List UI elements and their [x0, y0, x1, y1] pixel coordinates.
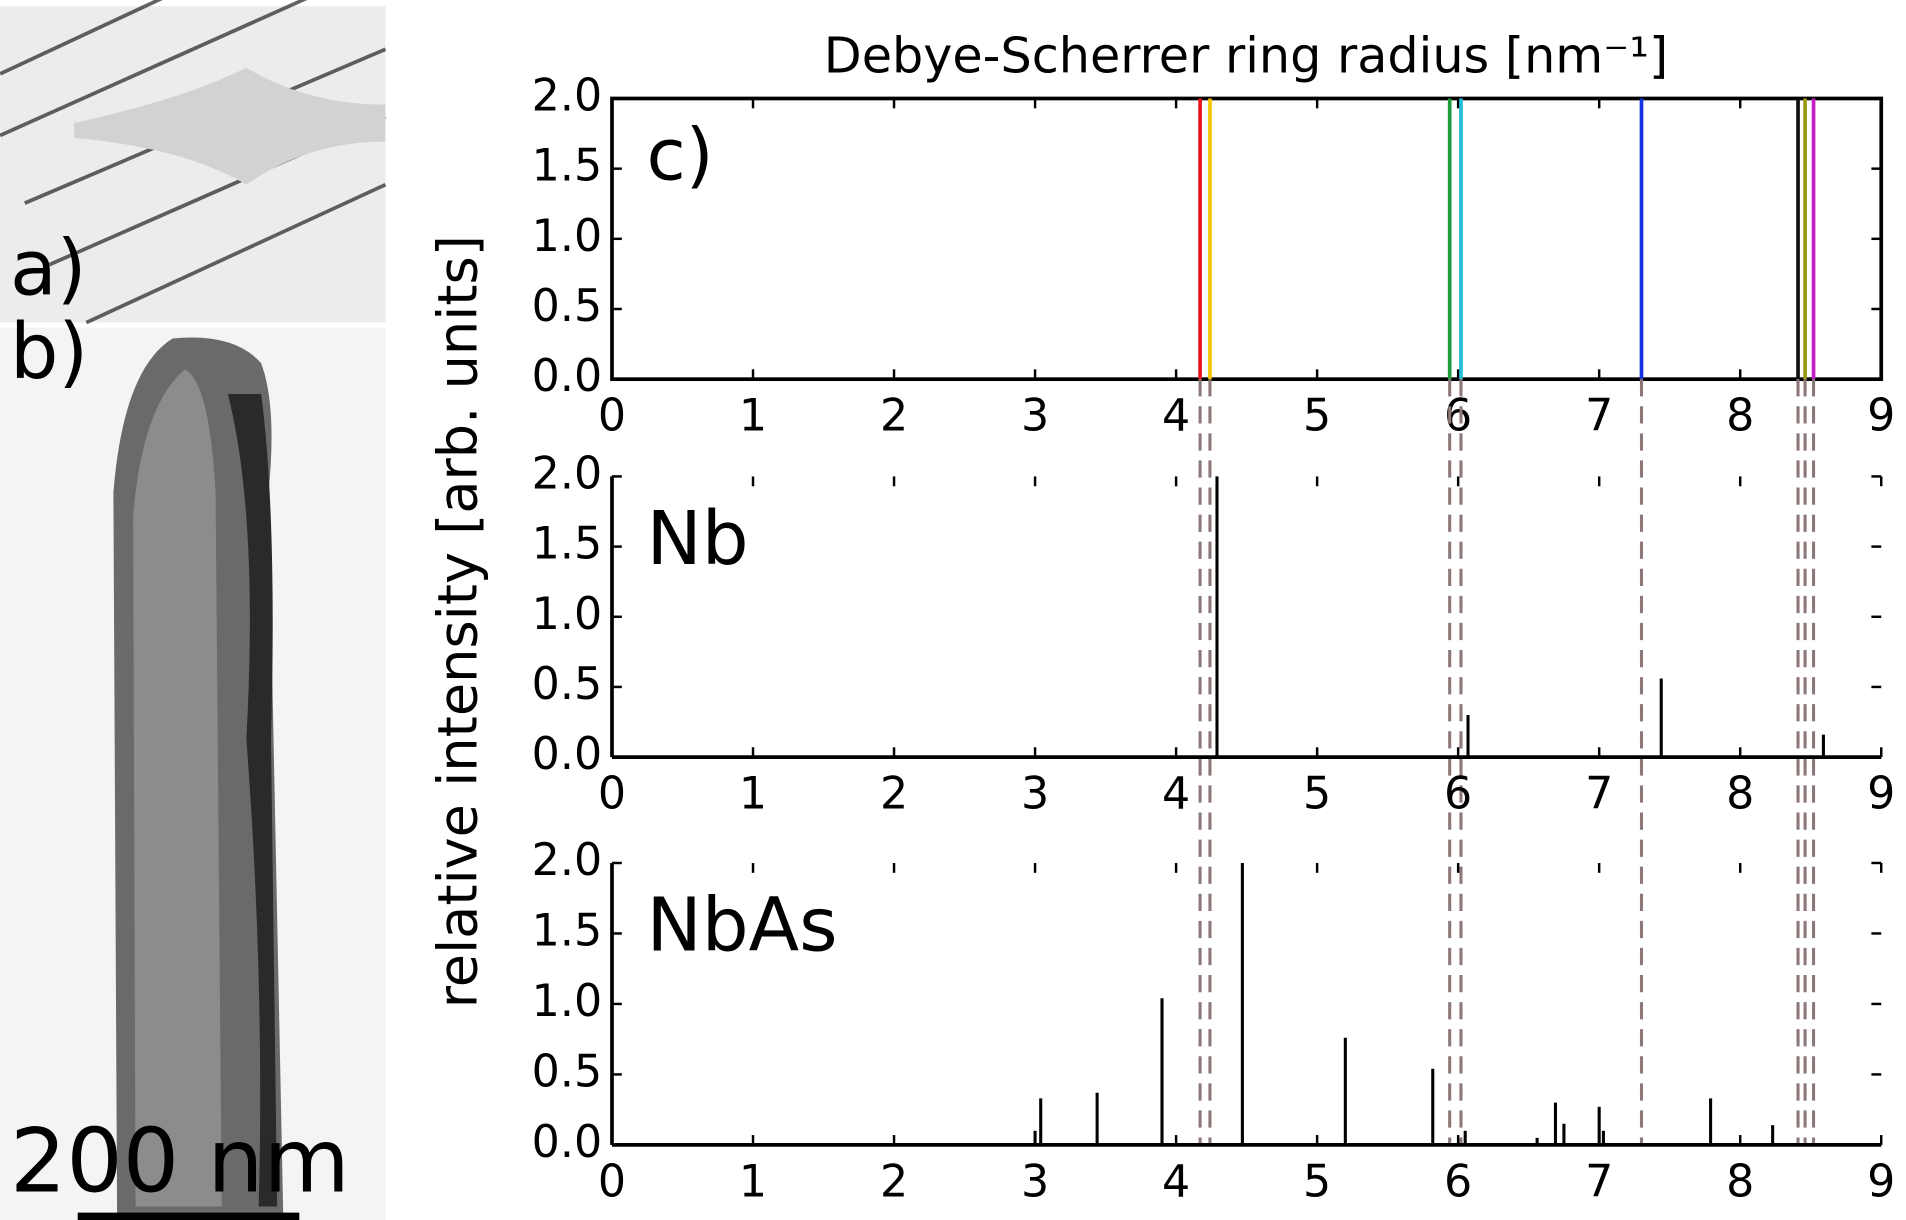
chart-title: Debye-Scherrer ring radius [nm⁻¹]	[824, 27, 1668, 85]
x-tick-label: 6	[1444, 1156, 1472, 1207]
y-tick-label: 1.5	[532, 141, 602, 192]
x-tick-label: 7	[1585, 391, 1613, 442]
panel-label: c)	[646, 114, 713, 197]
x-tick-label: 4	[1162, 769, 1190, 820]
x-tick-label: 8	[1726, 391, 1754, 442]
y-tick-label: 0.5	[532, 1046, 602, 1097]
x-tick-label: 4	[1162, 1156, 1190, 1207]
x-tick-label: 2	[880, 1156, 908, 1207]
x-tick-label: 5	[1303, 769, 1331, 820]
y-tick-label: 1.0	[532, 976, 602, 1027]
x-tick-label: 8	[1726, 769, 1754, 820]
x-tick-label: 0	[598, 391, 626, 442]
x-tick-label: 3	[1021, 769, 1049, 820]
x-tick-label: 4	[1162, 391, 1190, 442]
panel-label: b)	[10, 307, 88, 396]
x-tick-label: 3	[1021, 391, 1049, 442]
y-tick-label: 2.0	[532, 835, 602, 886]
x-tick-label: 8	[1726, 1156, 1754, 1207]
x-tick-label: 5	[1303, 391, 1331, 442]
x-tick-label: 9	[1867, 1156, 1895, 1207]
y-tick-label: 0.0	[532, 351, 602, 402]
x-tick-label: 7	[1585, 769, 1613, 820]
x-tick-label: 1	[739, 1156, 767, 1207]
y-tick-label: 2.0	[532, 448, 602, 499]
y-axis-label: relative intensity [arb. units]	[426, 235, 489, 1008]
panel-label: Nb	[646, 496, 748, 582]
y-tick-label: 1.0	[532, 211, 602, 262]
y-tick-label: 0.0	[532, 729, 602, 780]
y-tick-label: 1.5	[532, 519, 602, 570]
y-tick-label: 0.5	[532, 659, 602, 710]
x-tick-label: 9	[1867, 769, 1895, 820]
x-tick-label: 2	[880, 769, 908, 820]
x-tick-label: 3	[1021, 1156, 1049, 1207]
x-tick-label: 7	[1585, 1156, 1613, 1207]
panel-label: a)	[10, 223, 87, 312]
y-tick-label: 1.5	[532, 905, 602, 956]
x-tick-label: 1	[739, 391, 767, 442]
wire-image	[0, 327, 386, 1220]
x-tick-label: 6	[1444, 769, 1472, 820]
y-tick-label: 1.0	[532, 589, 602, 640]
x-tick-label: 0	[598, 1156, 626, 1207]
scale-bar-label: 200 nm	[10, 1109, 350, 1212]
panel-label: NbAs	[646, 883, 837, 969]
x-tick-label: 2	[880, 391, 908, 442]
y-tick-label: 2.0	[532, 70, 602, 121]
x-tick-label: 5	[1303, 1156, 1331, 1207]
x-tick-label: 1	[739, 769, 767, 820]
plot-frame	[610, 96, 1884, 382]
x-tick-label: 9	[1867, 391, 1895, 442]
diffraction-image	[0, 0, 387, 325]
y-tick-label: 0.0	[532, 1117, 602, 1168]
y-tick-label: 0.5	[532, 281, 602, 332]
x-tick-label: 0	[598, 769, 626, 820]
